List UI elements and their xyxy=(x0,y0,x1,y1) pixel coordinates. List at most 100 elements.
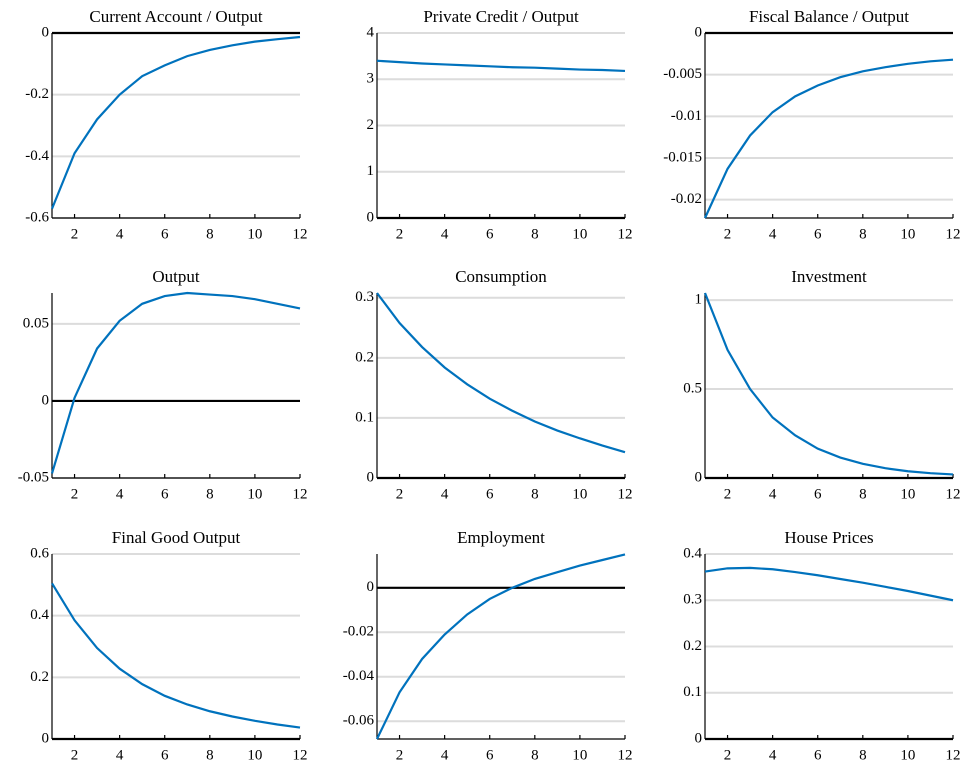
x-tick-label: 4 xyxy=(769,486,777,502)
x-tick-label: 6 xyxy=(161,226,169,242)
x-tick-label: 4 xyxy=(116,747,124,763)
y-tick-label: 0.3 xyxy=(683,592,702,608)
x-tick-label: 2 xyxy=(396,226,404,242)
x-tick-label: 2 xyxy=(724,226,732,242)
y-tick-label: 0 xyxy=(695,24,703,40)
y-tick-label: 0 xyxy=(367,469,375,485)
subplot-title: House Prices xyxy=(784,528,873,547)
line xyxy=(703,292,954,476)
y-tick-label: 0.2 xyxy=(30,669,49,685)
x-tick-label: 10 xyxy=(572,486,587,502)
x-tick-label: 10 xyxy=(900,226,915,242)
y-tick-label: 0.5 xyxy=(683,380,702,396)
x-tick-label: 6 xyxy=(486,226,494,242)
subplot-title: Private Credit / Output xyxy=(423,7,579,26)
x-tick-label: 2 xyxy=(396,486,404,502)
x-tick-label: 8 xyxy=(531,486,539,502)
y-tick-label: 0 xyxy=(42,730,50,746)
y-tick-label: 0 xyxy=(367,579,375,595)
x-tick-label: 8 xyxy=(206,486,214,502)
x-tick-label: 4 xyxy=(769,226,777,242)
y-tick-label: -0.05 xyxy=(18,469,49,485)
line xyxy=(376,553,626,740)
y-tick-label: -0.02 xyxy=(671,191,702,207)
x-tick-label: 10 xyxy=(247,226,262,242)
y-tick-label: 0.4 xyxy=(30,607,49,623)
subplot-title: Consumption xyxy=(455,267,547,286)
subplot-title: Current Account / Output xyxy=(89,7,263,26)
y-tick-label: 0.1 xyxy=(355,409,374,425)
y-tick-label: -0.4 xyxy=(25,148,49,164)
x-tick-label: 12 xyxy=(293,747,308,763)
y-tick-label: -0.2 xyxy=(25,86,49,102)
x-tick-label: 10 xyxy=(572,226,587,242)
x-tick-label: 12 xyxy=(946,747,961,763)
line xyxy=(51,582,301,729)
line xyxy=(50,35,301,210)
y-tick-label: 0 xyxy=(367,209,375,225)
x-tick-label: 8 xyxy=(531,226,539,242)
line xyxy=(704,566,954,602)
y-tick-label: -0.005 xyxy=(663,66,702,82)
y-tick-label: 0 xyxy=(695,469,703,485)
line xyxy=(376,292,626,454)
y-tick-label: 1 xyxy=(367,163,375,179)
y-tick-label: 0 xyxy=(42,392,50,408)
x-tick-label: 8 xyxy=(206,747,214,763)
y-tick-label: 0.1 xyxy=(683,684,702,700)
x-tick-label: 10 xyxy=(247,486,262,502)
subplot-title: Final Good Output xyxy=(112,528,241,547)
x-tick-label: 6 xyxy=(161,486,169,502)
x-tick-label: 12 xyxy=(293,486,308,502)
y-tick-label: 0.2 xyxy=(355,349,374,365)
y-tick-label: 4 xyxy=(367,24,375,40)
y-tick-label: -0.6 xyxy=(25,209,49,225)
x-tick-label: 4 xyxy=(116,226,124,242)
x-tick-label: 10 xyxy=(900,486,915,502)
x-tick-label: 2 xyxy=(71,226,79,242)
y-tick-label: -0.015 xyxy=(663,149,702,165)
y-tick-label: 1 xyxy=(695,292,703,308)
x-tick-label: 8 xyxy=(859,226,867,242)
y-tick-label: 0 xyxy=(42,24,50,40)
subplot-title: Fiscal Balance / Output xyxy=(749,7,909,26)
y-tick-label: 0.3 xyxy=(355,289,374,305)
x-tick-label: 4 xyxy=(769,747,777,763)
x-tick-label: 8 xyxy=(531,747,539,763)
y-tick-label: 0.4 xyxy=(683,545,702,561)
x-tick-label: 6 xyxy=(814,747,822,763)
x-tick-label: 4 xyxy=(441,486,449,502)
x-tick-label: 2 xyxy=(724,486,732,502)
y-tick-label: 0.2 xyxy=(683,638,702,654)
y-tick-label: 0.6 xyxy=(30,545,49,561)
x-tick-label: 12 xyxy=(946,486,961,502)
subplot-title: Employment xyxy=(457,528,545,547)
x-tick-label: 10 xyxy=(572,747,587,763)
x-tick-label: 6 xyxy=(814,226,822,242)
x-tick-label: 2 xyxy=(396,747,404,763)
line xyxy=(704,58,954,219)
x-tick-label: 12 xyxy=(618,747,633,763)
x-tick-label: 8 xyxy=(859,486,867,502)
x-tick-label: 12 xyxy=(618,226,633,242)
x-tick-label: 6 xyxy=(486,486,494,502)
x-tick-label: 2 xyxy=(71,486,79,502)
x-tick-label: 6 xyxy=(161,747,169,763)
x-tick-label: 12 xyxy=(946,226,961,242)
x-tick-label: 12 xyxy=(618,486,633,502)
subplot-title: Output xyxy=(152,267,200,286)
y-tick-label: 2 xyxy=(367,117,375,133)
x-tick-label: 8 xyxy=(206,226,214,242)
x-tick-label: 6 xyxy=(814,486,822,502)
x-tick-label: 4 xyxy=(441,747,449,763)
y-tick-label: 3 xyxy=(367,71,375,87)
y-tick-label: 0 xyxy=(695,730,703,746)
x-tick-label: 8 xyxy=(859,747,867,763)
x-tick-label: 2 xyxy=(71,747,79,763)
x-tick-label: 4 xyxy=(116,486,124,502)
y-tick-label: -0.06 xyxy=(343,713,375,729)
x-tick-label: 10 xyxy=(247,747,262,763)
x-tick-label: 4 xyxy=(441,226,449,242)
x-tick-label: 6 xyxy=(486,747,494,763)
